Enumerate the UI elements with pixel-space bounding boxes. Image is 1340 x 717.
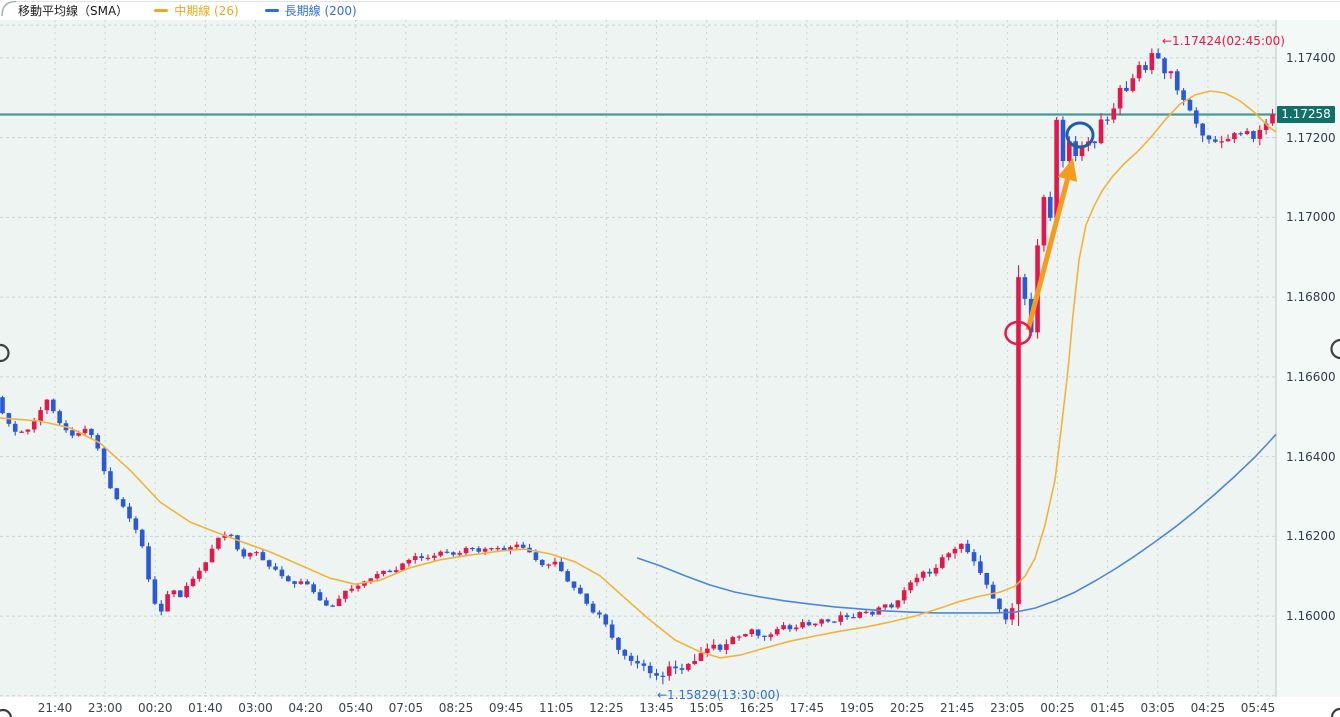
time-tick-label: 23:05: [990, 701, 1025, 715]
time-tick-label: 20:25: [889, 701, 925, 715]
time-tick-label: 12:25: [589, 701, 624, 715]
indicator-title: 移動平均線（SMA）: [18, 3, 129, 18]
time-tick-label: 03:00: [238, 701, 273, 715]
price-tick-label: 1.16600: [1286, 369, 1336, 384]
price-tick-label: 1.16000: [1286, 609, 1336, 624]
time-tick-label: 01:40: [188, 701, 223, 715]
price-tick-label: 1.16400: [1286, 449, 1336, 464]
trend-arrow-head-icon: [1057, 158, 1078, 182]
time-tick-label: 07:05: [388, 701, 424, 715]
time-tick-label: 04:25: [1190, 701, 1226, 715]
legend-item-long-sma[interactable]: 長期線 (200): [264, 2, 357, 19]
long-sma-label: 長期線 (200): [284, 3, 357, 18]
edge-handle-icon[interactable]: [0, 708, 13, 717]
trend-arrow-shaft: [1025, 178, 1070, 331]
legend-item-mid-sma[interactable]: 中期線 (26): [154, 2, 239, 19]
session-low-label: ←1.15829(13:30:00): [657, 688, 780, 702]
panel-corner: [1, 0, 17, 17]
mid-sma-swatch-icon: [154, 8, 169, 12]
time-tick-label: 15:05: [689, 701, 724, 715]
price-tick-label: 1.17400: [1286, 50, 1336, 65]
time-tick-label: 00:20: [137, 701, 173, 715]
time-tick-label: 09:45: [488, 701, 524, 715]
session-high-label: ←1.17424(02:45:00): [1162, 34, 1285, 48]
time-tick-label: 05:40: [338, 701, 374, 715]
time-tick-label: 21:45: [939, 701, 975, 715]
time-tick-label: 08:25: [438, 701, 474, 715]
entry-circle-red: [1004, 320, 1032, 346]
time-tick-label: 05:45: [1240, 701, 1276, 715]
candles: [0, 48, 1275, 685]
time-tick-label: 00:25: [1040, 701, 1075, 715]
price-tick-label: 1.16200: [1286, 529, 1336, 544]
edge-handle-icon[interactable]: [0, 343, 10, 363]
long-sma-swatch-icon: [264, 8, 279, 12]
time-tick-label: 16:25: [739, 701, 775, 715]
exit-circle-blue: [1065, 121, 1095, 149]
time-tick-label: 17:45: [789, 701, 825, 715]
sma-long-line: [636, 433, 1277, 614]
time-tick-label: 11:05: [538, 701, 574, 715]
price-gutter: [1276, 20, 1340, 697]
gridlines: [0, 20, 1276, 697]
time-tick-label: 21:40: [37, 701, 73, 715]
plot-area[interactable]: [0, 20, 1276, 697]
indicator-header: 移動平均線（SMA） 中期線 (26) 長期線 (200): [0, 0, 1340, 20]
time-tick-label: 01:45: [1090, 701, 1125, 715]
time-tick-label: 04:20: [288, 701, 323, 715]
time-tick-label: 03:05: [1140, 701, 1176, 715]
time-tick-label: 19:05: [839, 701, 875, 715]
sma-mid-line: [0, 90, 1277, 659]
edge-handle-icon[interactable]: [1330, 707, 1340, 717]
time-tick-label: 23:00: [87, 701, 123, 715]
mid-sma-label: 中期線 (26): [174, 3, 239, 18]
price-tick-label: 1.17200: [1286, 130, 1336, 145]
price-tick-label: 1.16800: [1286, 290, 1336, 305]
time-tick-label: 13:45: [639, 701, 674, 715]
current-price-badge: 1.17258: [1277, 105, 1335, 123]
edge-handle-icon[interactable]: [1330, 338, 1340, 360]
price-tick-label: 1.17000: [1286, 210, 1336, 225]
